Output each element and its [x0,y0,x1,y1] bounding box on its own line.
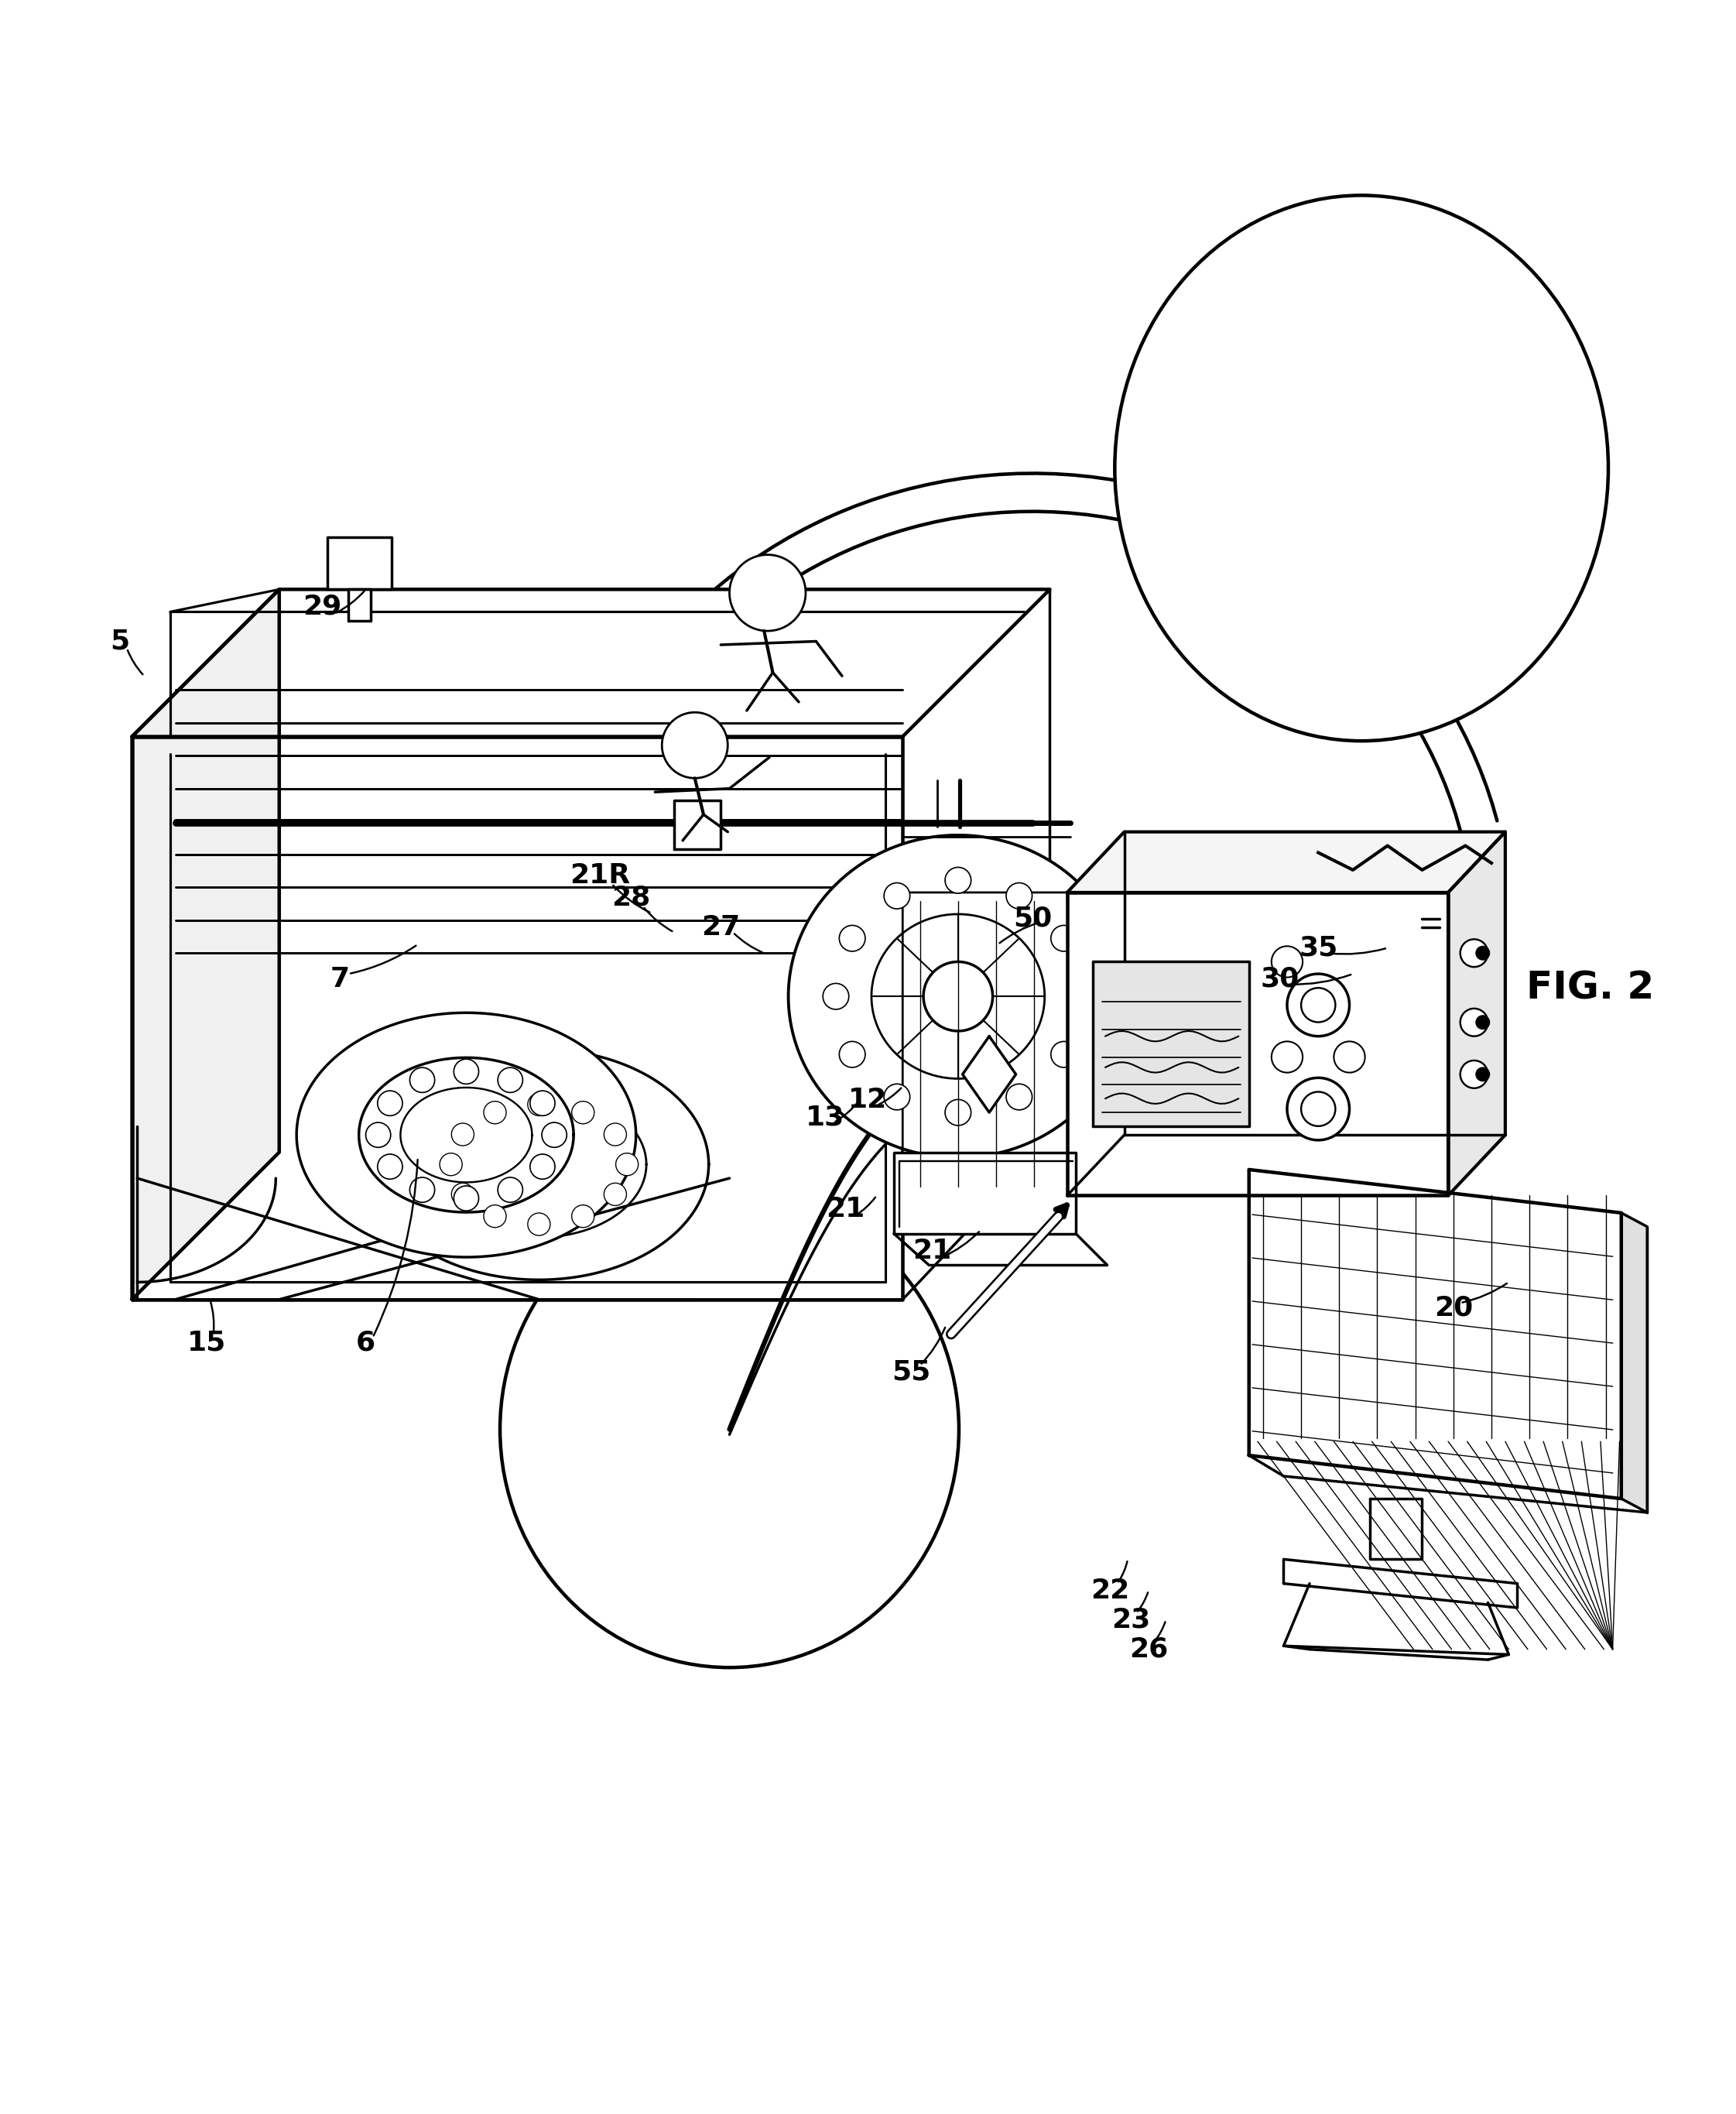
Polygon shape [1068,892,1448,1197]
Circle shape [484,1101,507,1125]
Circle shape [1460,1008,1488,1036]
Text: 7: 7 [330,966,349,991]
Circle shape [377,1091,403,1116]
Text: 27: 27 [701,913,740,941]
Circle shape [1068,983,1094,1008]
Circle shape [529,1091,556,1116]
Circle shape [451,1123,474,1146]
Circle shape [453,1059,479,1084]
Circle shape [1460,939,1488,966]
Circle shape [571,1101,594,1125]
Circle shape [1476,947,1489,960]
Circle shape [410,1068,434,1093]
Text: 30: 30 [1260,966,1300,991]
Circle shape [484,1205,507,1228]
Text: 21R: 21R [569,863,630,888]
Circle shape [528,1093,550,1116]
Circle shape [1271,947,1302,977]
Circle shape [529,1154,556,1180]
Circle shape [1476,1068,1489,1080]
Circle shape [542,1123,566,1148]
Text: 15: 15 [187,1330,226,1355]
Text: 55: 55 [892,1359,930,1385]
Polygon shape [328,537,392,590]
Text: 26: 26 [1128,1636,1168,1662]
Text: 28: 28 [611,884,651,911]
Ellipse shape [500,1190,958,1668]
Text: 22: 22 [1090,1577,1130,1605]
Circle shape [410,1177,434,1203]
Circle shape [439,1152,462,1175]
Text: 29: 29 [304,594,342,619]
Text: 5: 5 [109,628,130,655]
Circle shape [366,1123,391,1148]
Polygon shape [674,801,720,850]
Circle shape [729,554,806,630]
Polygon shape [370,1049,708,1279]
Circle shape [1007,1084,1033,1110]
Circle shape [1007,884,1033,909]
Circle shape [1300,987,1335,1023]
Polygon shape [1370,1499,1422,1560]
Polygon shape [1283,1560,1517,1609]
Text: 20: 20 [1434,1296,1472,1321]
Circle shape [838,926,865,951]
Circle shape [1333,1042,1364,1072]
Circle shape [604,1184,627,1205]
Polygon shape [1448,831,1505,1197]
Polygon shape [894,1152,1076,1235]
Circle shape [661,712,727,778]
Circle shape [944,867,970,894]
Circle shape [453,1186,479,1211]
Circle shape [451,1184,474,1205]
Polygon shape [962,1036,1016,1112]
Text: 23: 23 [1111,1607,1151,1632]
Circle shape [1271,1042,1302,1072]
Circle shape [1300,1091,1335,1127]
Polygon shape [1248,1169,1621,1499]
Circle shape [838,1042,865,1068]
Polygon shape [297,1013,635,1258]
Text: 50: 50 [1014,905,1052,932]
Polygon shape [349,590,372,622]
Polygon shape [903,892,1076,1197]
Circle shape [823,983,849,1008]
Text: FIG. 2: FIG. 2 [1526,968,1654,1006]
Circle shape [924,962,993,1032]
Circle shape [498,1177,523,1203]
Circle shape [616,1152,639,1175]
Circle shape [884,1084,910,1110]
Polygon shape [788,835,1128,1158]
Circle shape [944,1099,970,1125]
Polygon shape [1068,831,1505,892]
Circle shape [377,1154,403,1180]
Circle shape [604,1123,627,1146]
Polygon shape [132,590,1050,736]
Circle shape [1460,1061,1488,1089]
Polygon shape [132,736,903,1300]
Circle shape [1050,1042,1076,1068]
Circle shape [498,1068,523,1093]
Circle shape [571,1205,594,1228]
Text: 13: 13 [806,1104,844,1131]
Circle shape [1286,975,1349,1036]
Circle shape [528,1213,550,1235]
Circle shape [1050,926,1076,951]
Text: 21: 21 [913,1239,951,1264]
Text: 21: 21 [826,1197,865,1222]
Circle shape [1476,1015,1489,1030]
Ellipse shape [1115,194,1608,740]
Circle shape [884,884,910,909]
Polygon shape [1621,1213,1647,1512]
Text: 6: 6 [356,1330,375,1355]
Text: 35: 35 [1299,934,1338,962]
Text: 12: 12 [849,1087,887,1114]
Circle shape [1286,1078,1349,1139]
Polygon shape [132,590,279,1300]
Polygon shape [1094,962,1248,1127]
